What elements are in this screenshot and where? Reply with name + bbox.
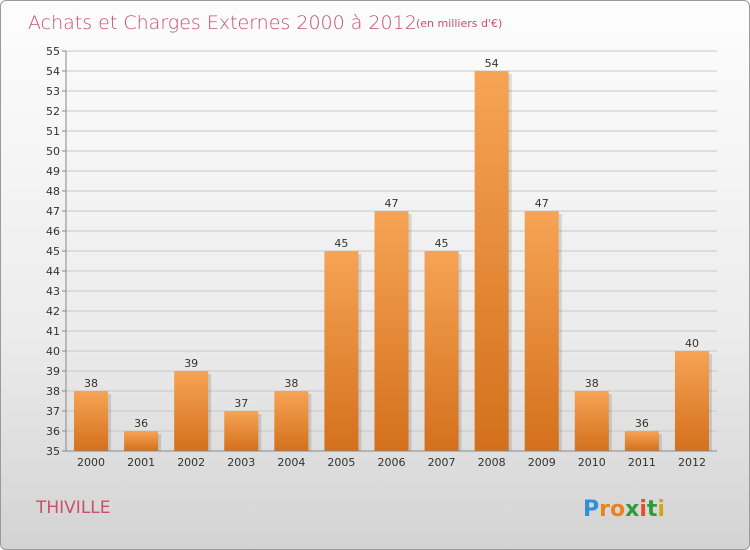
bar-value-label: 38 <box>84 377 98 390</box>
logo-letter: t <box>647 497 658 522</box>
y-tick-label: 53 <box>46 85 60 98</box>
logo-letter: o <box>610 497 625 522</box>
bar-value-label: 38 <box>284 377 298 390</box>
y-tick-label: 38 <box>46 385 60 398</box>
y-tick-label: 42 <box>46 305 60 318</box>
y-tick-label: 35 <box>46 445 60 458</box>
bar-value-label: 40 <box>685 337 699 350</box>
x-tick-label: 2003 <box>227 456 255 469</box>
bar <box>274 391 309 451</box>
x-tick-label: 2004 <box>277 456 305 469</box>
bar <box>674 351 709 451</box>
y-tick-label: 51 <box>46 125 60 138</box>
bar-value-label: 39 <box>184 357 198 370</box>
y-tick-label: 49 <box>46 165 60 178</box>
bar <box>74 391 109 451</box>
y-tick-label: 45 <box>46 245 60 258</box>
y-tick-label: 48 <box>46 185 60 198</box>
x-tick-label: 2000 <box>77 456 105 469</box>
bar <box>424 251 459 451</box>
logo-letter: x <box>625 497 639 522</box>
bar-value-label: 45 <box>334 237 348 250</box>
y-axis: 35 36 37 38 39 40 41 42 43 44 45 46 47 48 49 50 51 52 53 54… <box>46 45 67 458</box>
y-tick-label: 41 <box>46 325 60 338</box>
y-tick-label: 55 <box>46 45 60 58</box>
x-tick-label: 2011 <box>628 456 656 469</box>
bar-value-label: 45 <box>435 237 449 250</box>
logo-letter: i <box>639 497 647 522</box>
bar <box>374 211 409 451</box>
bar <box>174 371 209 451</box>
x-axis: 2000 2001 2002 2003 2004 2005 2006 2007 2008 2009… <box>66 450 717 469</box>
proxiti-logo: Proxiti <box>583 497 665 522</box>
y-tick-label: 40 <box>46 345 60 358</box>
bar-value-label: 36 <box>635 417 649 430</box>
x-tick-label: 2002 <box>177 456 205 469</box>
y-tick-label: 37 <box>46 405 60 418</box>
x-tick-label: 2012 <box>678 456 706 469</box>
x-tick-label: 2010 <box>578 456 606 469</box>
bar-value-label: 47 <box>535 197 549 210</box>
y-tick-label: 47 <box>46 205 60 218</box>
x-tick-label: 2006 <box>378 456 406 469</box>
y-tick-label: 43 <box>46 285 60 298</box>
x-tick-label: 2008 <box>478 456 506 469</box>
x-tick-label: 2001 <box>127 456 155 469</box>
bar-value-label: 47 <box>385 197 399 210</box>
bar <box>124 431 159 451</box>
logo-letter: P <box>583 497 599 522</box>
y-tick-label: 44 <box>46 265 60 278</box>
bar <box>474 71 509 451</box>
x-tick-label: 2005 <box>327 456 355 469</box>
y-tick-label: 39 <box>46 365 60 378</box>
bar <box>324 251 359 451</box>
x-tick-label: 2007 <box>428 456 456 469</box>
y-tick-label: 36 <box>46 425 60 438</box>
logo-letter: i <box>657 497 665 522</box>
y-tick-label: 52 <box>46 105 60 118</box>
y-tick-label: 54 <box>46 65 60 78</box>
bar-value-label: 36 <box>134 417 148 430</box>
bar-value-label: 54 <box>485 57 499 70</box>
city-label: THIVILLE <box>35 498 111 518</box>
bars: 38 36 39 37 38 45 47 45 54 47 38 36 40 <box>74 57 712 451</box>
bar <box>624 431 659 451</box>
x-tick-label: 2009 <box>528 456 556 469</box>
y-tick-label: 50 <box>46 145 60 158</box>
chart-title: Achats et Charges Externes 2000 à 2012 <box>28 12 417 34</box>
bar <box>574 391 609 451</box>
logo-letter: r <box>599 497 610 522</box>
bar-value-label: 37 <box>234 397 248 410</box>
bar-value-label: 38 <box>585 377 599 390</box>
chart-subtitle: (en milliers d'€) <box>416 17 502 30</box>
bar <box>524 211 559 451</box>
bar <box>224 411 259 451</box>
y-tick-label: 46 <box>46 225 60 238</box>
